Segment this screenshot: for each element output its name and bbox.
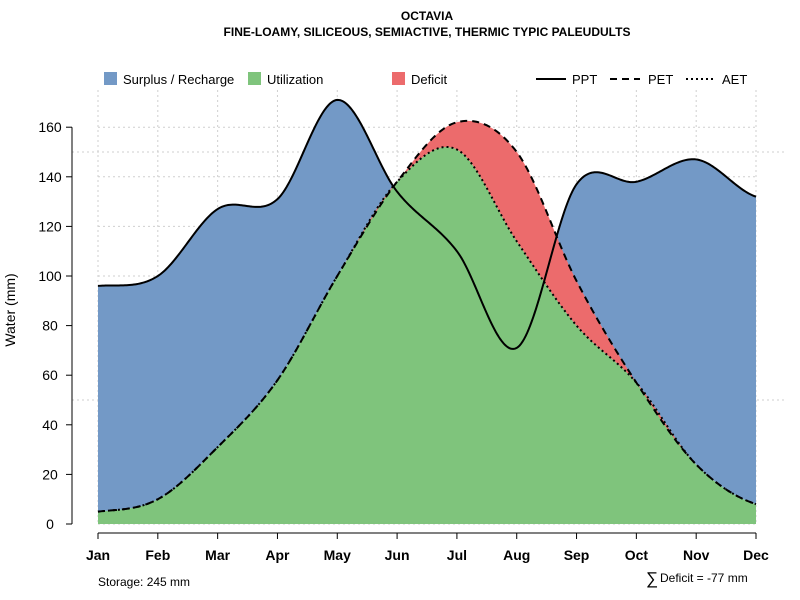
y-tick-label: 120	[38, 218, 62, 234]
x-tick-label: May	[324, 547, 351, 563]
x-tick-label: Apr	[265, 547, 290, 563]
areas	[98, 99, 756, 525]
y-tick-label: 100	[38, 268, 62, 284]
chart-title: OCTAVIA	[401, 9, 454, 23]
x-tick-label: Sep	[564, 547, 590, 563]
y-tick-label: 140	[38, 169, 62, 185]
y-tick-label: 60	[42, 367, 58, 383]
x-tick-label: Aug	[503, 547, 530, 563]
x-tick-label: Jun	[385, 547, 410, 563]
legend: Surplus / Recharge Utilization Deficit P…	[104, 72, 747, 87]
x-tick-label: Dec	[743, 547, 769, 563]
y-tick-label: 160	[38, 119, 62, 135]
y-tick-label: 0	[46, 516, 54, 532]
legend-label-pet: PET	[648, 72, 673, 87]
y-tick-label: 40	[42, 417, 58, 433]
legend-swatch-deficit	[392, 72, 405, 85]
legend-label-deficit: Deficit	[411, 72, 448, 87]
y-tick-label: 80	[42, 318, 58, 334]
legend-swatch-surplus	[104, 72, 117, 85]
surplus-area	[98, 99, 756, 512]
legend-label-aet: AET	[722, 72, 747, 87]
y-tick-label: 20	[42, 466, 58, 482]
x-tick-label: Nov	[683, 547, 710, 563]
deficit-total-text: Deficit = -77 mm	[660, 571, 748, 585]
y-axis-label: Water (mm)	[2, 273, 18, 346]
x-tick-label: Jul	[447, 547, 467, 563]
chart-subtitle: FINE-LOAMY, SILICEOUS, SEMIACTIVE, THERM…	[224, 25, 631, 39]
axes: 0 20 40 60 80 100 120 140 160 Jan Feb Mar Apr May Jun J…	[38, 119, 769, 563]
pet-line	[97, 119, 757, 513]
x-tick-label: Feb	[145, 547, 170, 563]
series-lines	[97, 98, 757, 513]
storage-text: Storage: 245 mm	[98, 575, 190, 589]
utilization-area	[98, 146, 756, 525]
legend-swatch-utilization	[248, 72, 261, 85]
x-tick-label: Jan	[86, 547, 110, 563]
legend-label-ppt: PPT	[572, 72, 597, 87]
sum-symbol: ∑	[646, 569, 658, 588]
x-tick-label: Mar	[205, 547, 230, 563]
x-tick-label: Oct	[625, 547, 649, 563]
legend-label-surplus: Surplus / Recharge	[123, 72, 234, 87]
ppt-line	[97, 98, 757, 350]
legend-label-utilization: Utilization	[267, 72, 323, 87]
